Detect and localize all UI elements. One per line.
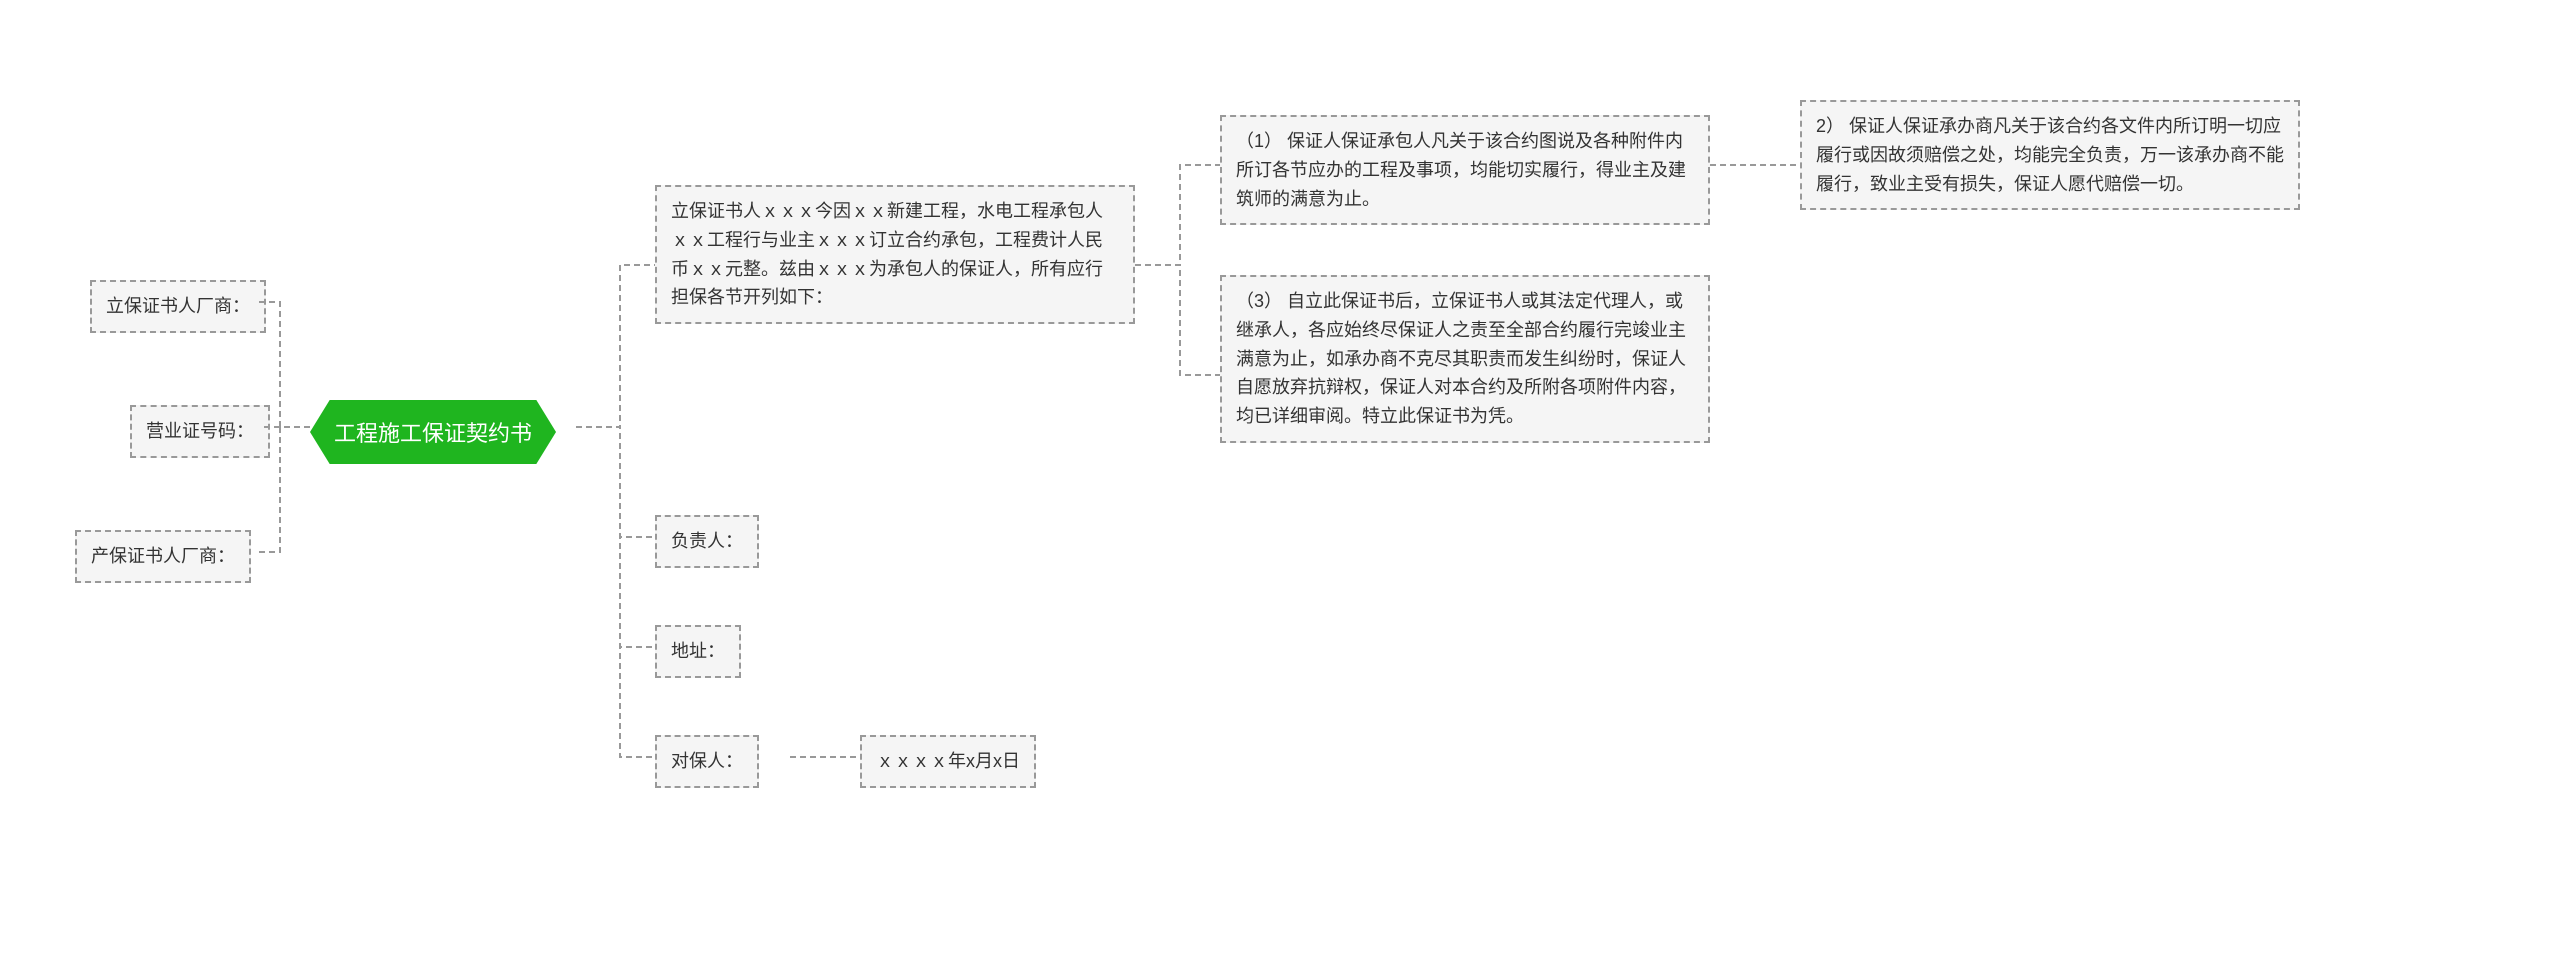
right-node-3[interactable]: 对保人： bbox=[655, 735, 759, 788]
right-node-0-child-0-label: （1） 保证人保证承包人凡关于该合约图说及各种附件内所订各节应办的工程及事项，均… bbox=[1236, 131, 1686, 209]
left-node-0-label: 立保证书人厂商： bbox=[106, 296, 250, 316]
right-node-0-child-0[interactable]: （1） 保证人保证承包人凡关于该合约图说及各种附件内所订各节应办的工程及事项，均… bbox=[1220, 115, 1710, 225]
right-node-2-label: 地址： bbox=[671, 641, 725, 661]
right-node-0-child-1[interactable]: （3） 自立此保证书后，立保证书人或其法定代理人，或继承人，各应始终尽保证人之责… bbox=[1220, 275, 1710, 443]
left-node-1[interactable]: 营业证号码： bbox=[130, 405, 270, 458]
right-node-2[interactable]: 地址： bbox=[655, 625, 741, 678]
root-node[interactable]: 工程施工保证契约书 bbox=[310, 400, 556, 464]
left-node-2-label: 产保证书人厂商： bbox=[91, 546, 235, 566]
right-node-3-label: 对保人： bbox=[671, 751, 743, 771]
right-node-1[interactable]: 负责人： bbox=[655, 515, 759, 568]
right-node-3-child-0-label: ｘｘｘｘ年x月x日 bbox=[876, 751, 1020, 771]
right-node-0-child-1-label: （3） 自立此保证书后，立保证书人或其法定代理人，或继承人，各应始终尽保证人之责… bbox=[1236, 291, 1686, 426]
right-node-0[interactable]: 立保证书人ｘｘｘ今因ｘｘ新建工程，水电工程承包人ｘｘ工程行与业主ｘｘｘ订立合约承… bbox=[655, 185, 1135, 324]
right-node-3-child-0[interactable]: ｘｘｘｘ年x月x日 bbox=[860, 735, 1036, 788]
left-node-2[interactable]: 产保证书人厂商： bbox=[75, 530, 251, 583]
right-node-0-child-0-child-0-label: 2） 保证人保证承办商凡关于该合约各文件内所订明一切应履行或因故须赔偿之处，均能… bbox=[1816, 116, 2284, 194]
left-node-1-label: 营业证号码： bbox=[146, 421, 254, 441]
right-node-1-label: 负责人： bbox=[671, 531, 743, 551]
right-node-0-child-0-child-0[interactable]: 2） 保证人保证承办商凡关于该合约各文件内所订明一切应履行或因故须赔偿之处，均能… bbox=[1800, 100, 2300, 210]
left-node-0[interactable]: 立保证书人厂商： bbox=[90, 280, 266, 333]
root-label: 工程施工保证契约书 bbox=[334, 421, 532, 446]
right-node-0-label: 立保证书人ｘｘｘ今因ｘｘ新建工程，水电工程承包人ｘｘ工程行与业主ｘｘｘ订立合约承… bbox=[671, 201, 1103, 307]
